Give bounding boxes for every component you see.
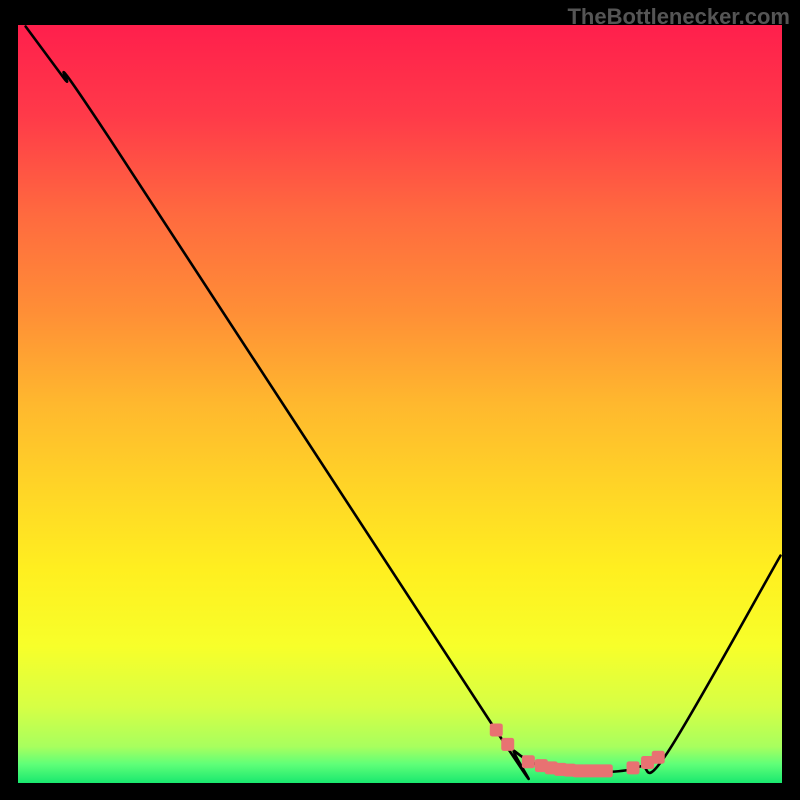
bottleneck-chart: TheBottlenecker.com (0, 0, 800, 800)
chart-svg (0, 0, 800, 800)
curve-marker (501, 738, 514, 751)
curve-marker (652, 751, 665, 764)
curve-marker (627, 761, 640, 774)
curve-marker (600, 764, 613, 777)
plot-gradient-background (18, 25, 782, 783)
curve-marker (490, 723, 503, 736)
watermark-label: TheBottlenecker.com (567, 4, 790, 30)
curve-marker (522, 755, 535, 768)
